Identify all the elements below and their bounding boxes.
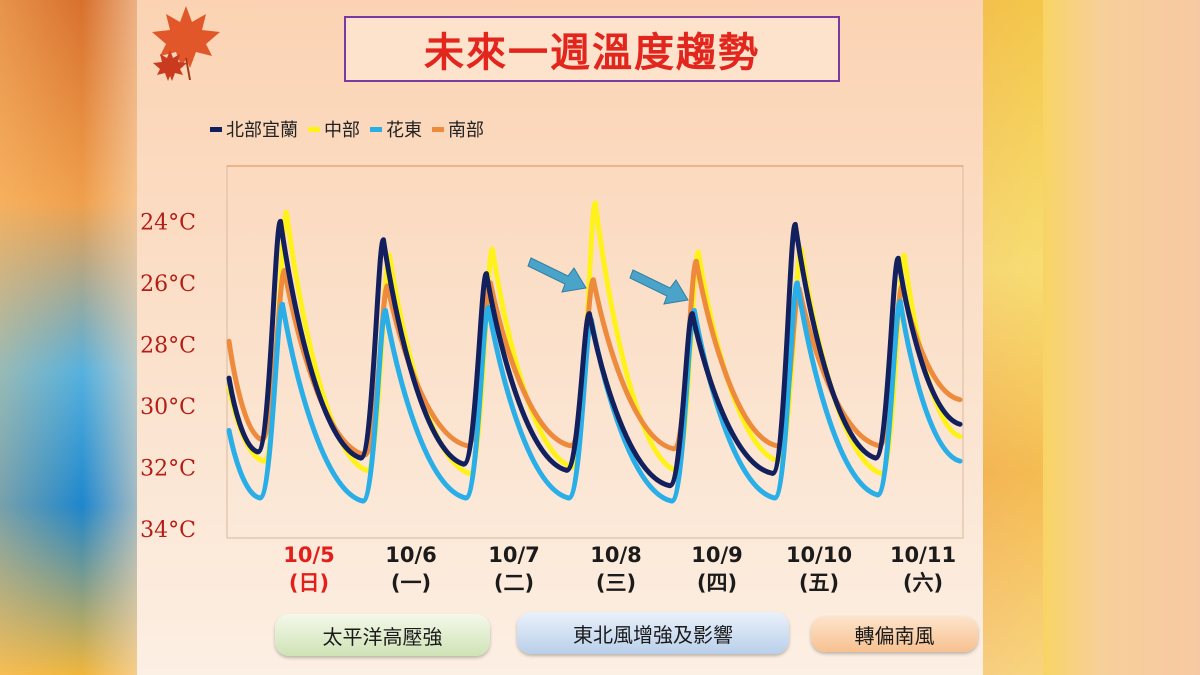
series-line <box>226 258 963 458</box>
x-label-weekday: (四) <box>696 571 738 595</box>
legend-item-central: 中部 <box>308 116 360 142</box>
series-line <box>226 280 963 504</box>
x-label-day-6: 10/10 (五) <box>764 541 874 597</box>
x-label-date: 10/7 <box>488 543 540 567</box>
x-label-weekday: (一) <box>390 571 432 595</box>
x-label-date: 10/11 <box>889 543 957 567</box>
x-label-date: 10/8 <box>590 543 642 567</box>
x-label-weekday: (三) <box>595 571 637 595</box>
legend-item-north: 北部宜蘭 <box>210 116 298 142</box>
x-label-weekday: (二) <box>493 571 535 595</box>
maple-leaf-small-icon <box>153 50 187 81</box>
legend-label: 中部 <box>324 120 360 141</box>
y-tick-label: 26°C <box>140 272 196 297</box>
x-label-weekday: (五) <box>798 571 840 595</box>
x-label-day-4: 10/8 (三) <box>561 541 671 597</box>
arrow-icon <box>527 257 587 293</box>
x-label-day-1: 10/5 (日) <box>254 541 364 597</box>
arrow-icon <box>629 269 689 305</box>
y-tick-label: 32°C <box>140 456 196 481</box>
y-tick-label: 34°C <box>140 518 196 543</box>
legend: 北部宜蘭 中部 花東 南部 <box>210 116 484 142</box>
x-label-weekday: (日) <box>288 571 330 595</box>
x-label-day-5: 10/9 (四) <box>662 541 772 597</box>
phase-label-northeast-wind: 東北風增強及影響 <box>517 612 789 654</box>
x-label-date: 10/10 <box>785 543 853 567</box>
x-label-day-2: 10/6 (一) <box>356 541 466 597</box>
chart-title: 未來一週溫度趨勢 <box>424 30 760 76</box>
legend-item-south: 南部 <box>432 116 484 142</box>
x-label-date: 10/9 <box>691 543 743 567</box>
legend-label: 北部宜蘭 <box>226 120 298 141</box>
x-label-date: 10/6 <box>385 543 437 567</box>
x-label-date: 10/5 <box>283 543 335 567</box>
phase-label-pacific-high: 太平洋高壓強 <box>275 614 490 656</box>
y-tick-label: 30°C <box>140 395 196 420</box>
y-tick-label: 28°C <box>140 333 196 358</box>
phase-label-southerly-wind: 轉偏南風 <box>811 616 978 652</box>
series-line <box>226 218 963 489</box>
x-label-day-7: 10/11 (六) <box>868 541 978 597</box>
legend-item-east: 花東 <box>370 116 422 142</box>
x-label-weekday: (六) <box>902 571 944 595</box>
legend-label: 花東 <box>386 120 422 141</box>
y-axis-ticks: 34°C 32°C 30°C 28°C 26°C 24°C <box>140 210 196 542</box>
y-tick-label: 24°C <box>140 210 196 235</box>
legend-swatch <box>370 126 382 132</box>
maple-leaf-icon <box>152 6 220 81</box>
legend-label: 南部 <box>448 120 484 141</box>
series-lines <box>226 200 963 504</box>
left-background-strip <box>0 0 137 675</box>
legend-swatch <box>432 126 444 132</box>
right-background-strip <box>983 0 1200 675</box>
legend-swatch <box>210 126 222 132</box>
x-label-day-3: 10/7 (二) <box>459 541 569 597</box>
legend-swatch <box>308 126 320 132</box>
chart-title-box: 未來一週溫度趨勢 <box>344 16 840 82</box>
